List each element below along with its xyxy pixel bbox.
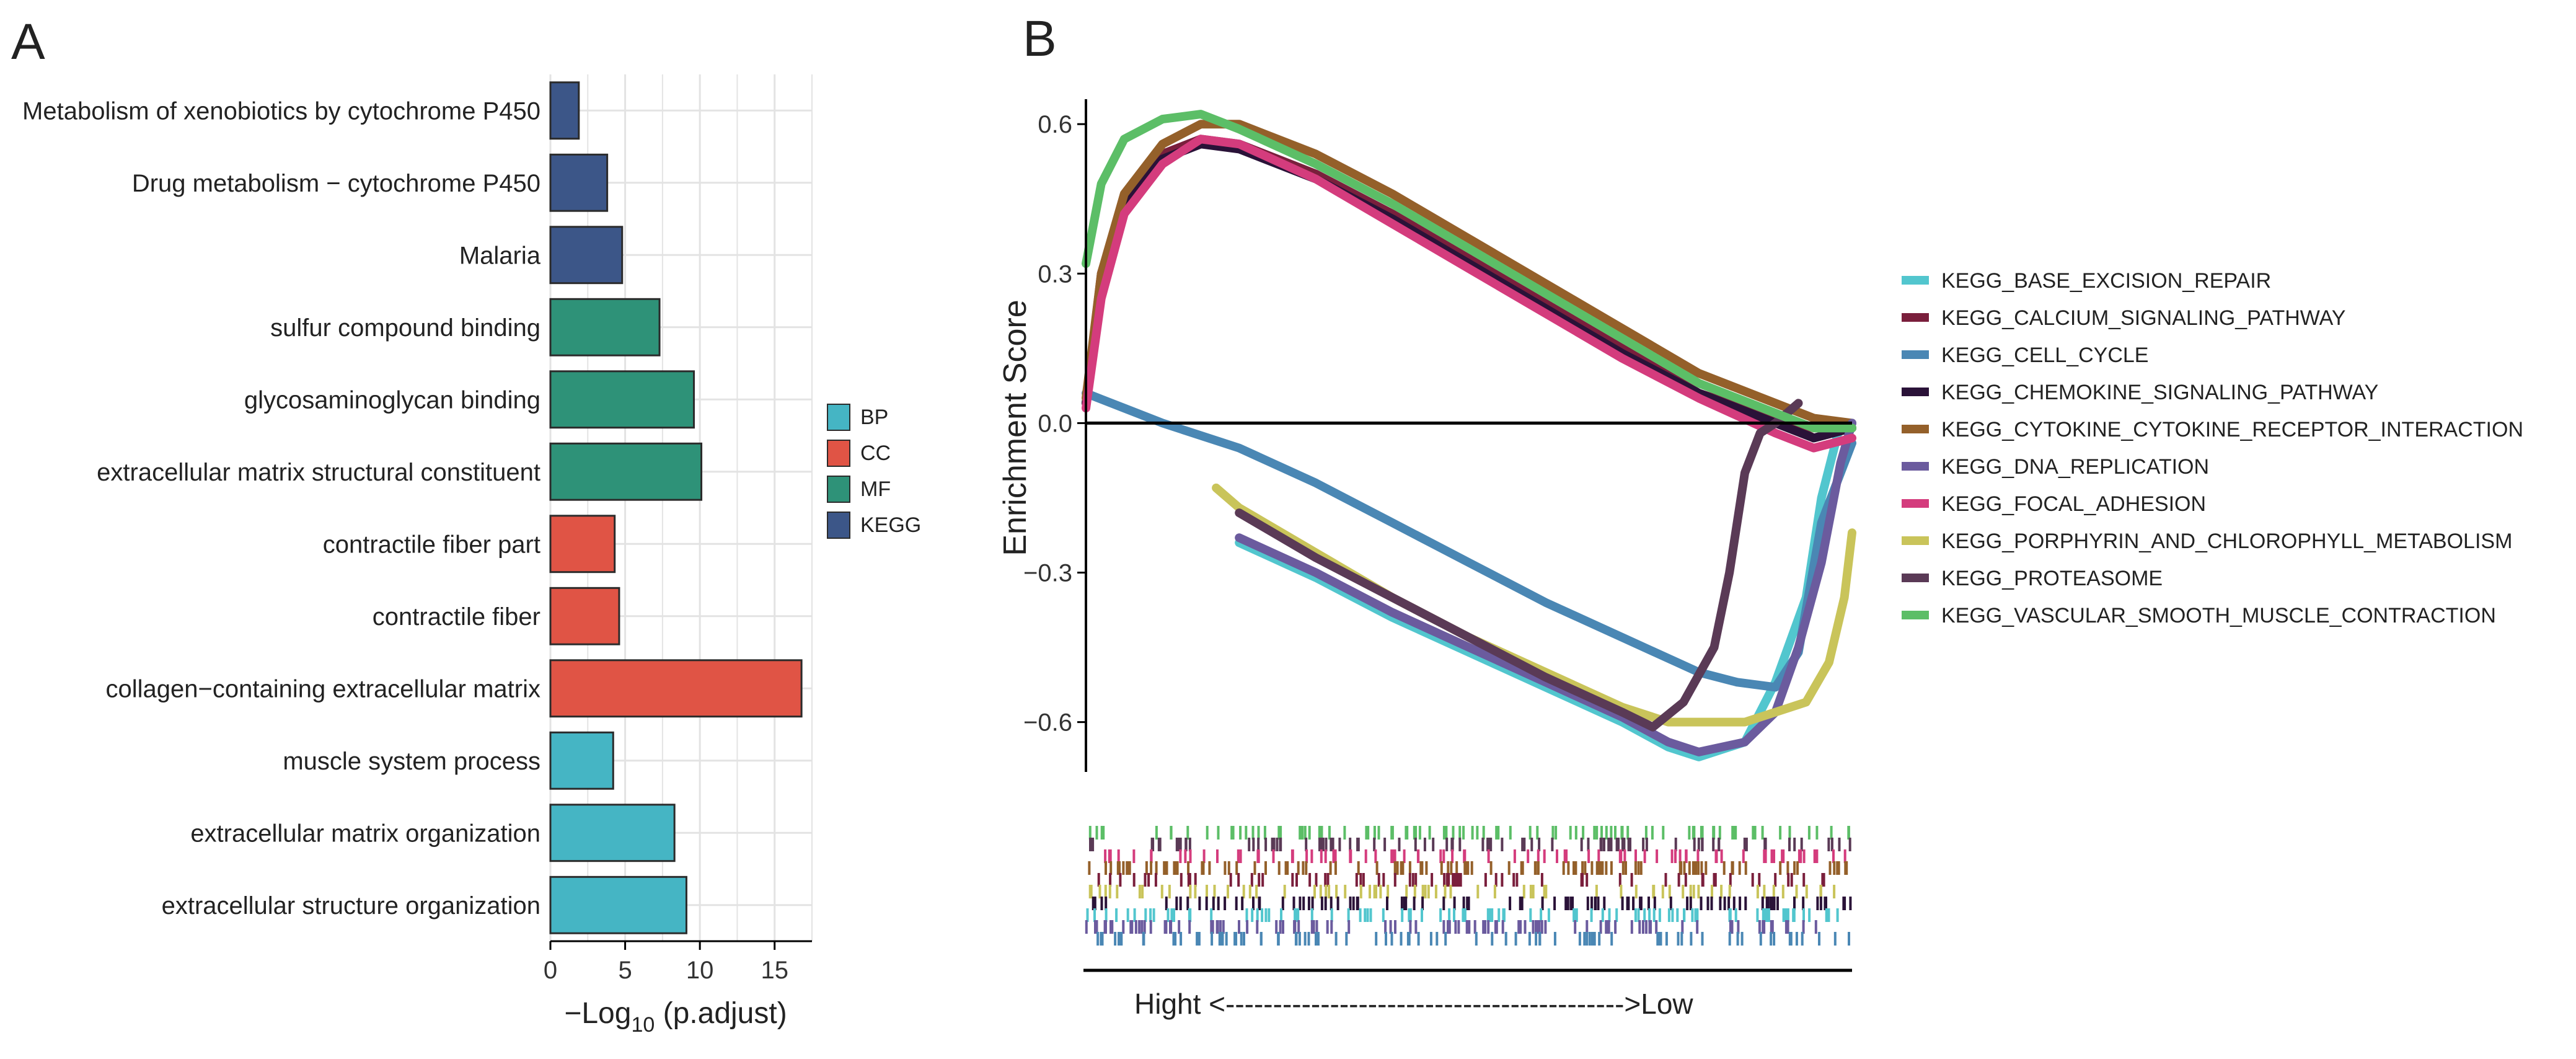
bar-x-tick-label: 5 bbox=[618, 957, 632, 984]
gsea-legend-label: KEGG_FOCAL_ADHESION bbox=[1941, 492, 2206, 516]
bar-legend-label: KEGG bbox=[860, 513, 921, 537]
bar-12 bbox=[549, 875, 687, 934]
bar-chart-panel: Metabolism of xenobiotics by cytochrome … bbox=[22, 74, 921, 1037]
gsea-y-tick-label: 0.3 bbox=[1038, 260, 1072, 288]
bar-2 bbox=[549, 153, 609, 212]
gsea-legend-label: KEGG_CALCIUM_SIGNALING_PATHWAY bbox=[1941, 306, 2345, 330]
gsea-line-kegg-calcium-signaling-pathway bbox=[1082, 135, 1856, 443]
bar-category-labels: Metabolism of xenobiotics by cytochrome … bbox=[22, 97, 541, 919]
bar-x-axis-title-main: −Log bbox=[564, 997, 631, 1030]
bar-5 bbox=[549, 370, 695, 429]
gsea-legend: KEGG_BASE_EXCISION_REPAIR KEGG_CALCIUM_SI… bbox=[1902, 269, 2523, 627]
bar-legend-label: CC bbox=[860, 441, 891, 465]
bar-series bbox=[549, 81, 803, 934]
bar-3 bbox=[549, 226, 624, 285]
bar-legend-swatch bbox=[827, 476, 850, 503]
bar-x-tick-label: 10 bbox=[686, 957, 714, 984]
bar-x-tick-label: 15 bbox=[761, 957, 788, 984]
gsea-y-tick-label: 0.6 bbox=[1038, 111, 1072, 138]
gsea-y-axis-title: Enrichment Score bbox=[997, 299, 1033, 556]
gsea-y-tick-label: −0.6 bbox=[1023, 709, 1072, 737]
gsea-x-axis-title: Hight <---------------------------------… bbox=[1134, 988, 1693, 1020]
bar-category-label: extracellular matrix organization bbox=[190, 820, 540, 847]
bar-x-axis-title-sub: 10 bbox=[631, 1013, 655, 1037]
bar-category-label: muscle system process bbox=[283, 748, 540, 775]
bar-x-axis: 0 5 10 15 bbox=[544, 940, 812, 984]
gsea-line-kegg-dna-replication bbox=[1235, 419, 1856, 756]
bar-x-axis-title: −Log10 (p.adjust) bbox=[564, 997, 787, 1037]
gsea-line-kegg-proteasome bbox=[1235, 399, 1803, 732]
bar-plot-area bbox=[550, 74, 812, 941]
bar-legend-swatch bbox=[827, 440, 850, 467]
bar-11 bbox=[549, 804, 676, 862]
gsea-legend-label: KEGG_BASE_EXCISION_REPAIR bbox=[1941, 269, 2271, 293]
gsea-line-kegg-focal-adhesion bbox=[1082, 135, 1856, 453]
gsea-y-tick-label: 0.0 bbox=[1038, 410, 1072, 437]
bar-category-label: extracellular matrix structural constitu… bbox=[97, 459, 540, 486]
gsea-legend-label: KEGG_VASCULAR_SMOOTH_MUSCLE_CONTRACTION bbox=[1941, 604, 2496, 627]
bar-10 bbox=[549, 731, 614, 790]
bar-6 bbox=[549, 442, 703, 501]
bar-legend-label: MF bbox=[860, 477, 891, 501]
bar-8 bbox=[549, 587, 620, 645]
gsea-line-kegg-base-excision-repair bbox=[1235, 419, 1856, 761]
bar-category-label: glycosaminoglycan binding bbox=[244, 386, 540, 414]
gsea-legend-label: KEGG_PORPHYRIN_AND_CHLOROPHYLL_METABOLIS… bbox=[1941, 530, 2512, 553]
gsea-hit-ticks bbox=[1085, 826, 1852, 946]
bar-x-tick-label: 0 bbox=[544, 957, 557, 984]
gsea-chart-panel: 0.6 0.3 0.0 −0.3 −0.6 Enrichment Score Hight… bbox=[997, 99, 2523, 1020]
bar-grid bbox=[549, 74, 813, 941]
gsea-legend-label: KEGG_CYTOKINE_CYTOKINE_RECEPTOR_INTERACT… bbox=[1941, 418, 2523, 441]
gsea-legend-label: KEGG_PROTEASOME bbox=[1941, 567, 2163, 590]
gsea-legend-label: KEGG_DNA_REPLICATION bbox=[1941, 455, 2209, 479]
bar-legend-swatch bbox=[827, 512, 850, 539]
gsea-legend-label: KEGG_CHEMOKINE_SIGNALING_PATHWAY bbox=[1941, 381, 2378, 404]
bar-category-label: contractile fiber bbox=[373, 603, 540, 631]
bar-category-label: collagen−containing extracellular matrix bbox=[106, 675, 540, 702]
bar-4 bbox=[549, 298, 661, 357]
bar-9 bbox=[549, 659, 803, 718]
bar-category-label: Drug metabolism − cytochrome P450 bbox=[132, 170, 540, 197]
panel-b-letter: B bbox=[1023, 11, 1057, 67]
bar-category-label: contractile fiber part bbox=[323, 531, 540, 558]
bar-x-axis-title-tail: (p.adjust) bbox=[655, 997, 787, 1030]
bar-legend-swatch bbox=[827, 404, 850, 431]
gsea-line-kegg-cytokine-cytokine-receptor-interaction bbox=[1082, 120, 1856, 428]
bar-category-label: sulfur compound binding bbox=[270, 314, 540, 342]
bar-7 bbox=[549, 515, 616, 574]
bar-legend: BP CC MF KEGG bbox=[827, 404, 921, 539]
gsea-y-axis: 0.6 0.3 0.0 −0.3 −0.6 bbox=[1023, 99, 1852, 772]
bar-category-label: Metabolism of xenobiotics by cytochrome … bbox=[22, 97, 540, 125]
bar-category-label: Malaria bbox=[459, 242, 541, 269]
bar-category-label: extracellular structure organization bbox=[162, 892, 540, 919]
gsea-series bbox=[1082, 110, 1856, 761]
bar-1 bbox=[549, 81, 580, 140]
gsea-legend-label: KEGG_CELL_CYCLE bbox=[1941, 343, 2149, 367]
gsea-y-tick-label: −0.3 bbox=[1023, 560, 1072, 587]
panel-a-letter: A bbox=[11, 14, 45, 70]
gsea-line-kegg-vascular-smooth-muscle-contraction bbox=[1082, 110, 1856, 433]
bar-legend-label: BP bbox=[860, 405, 888, 429]
